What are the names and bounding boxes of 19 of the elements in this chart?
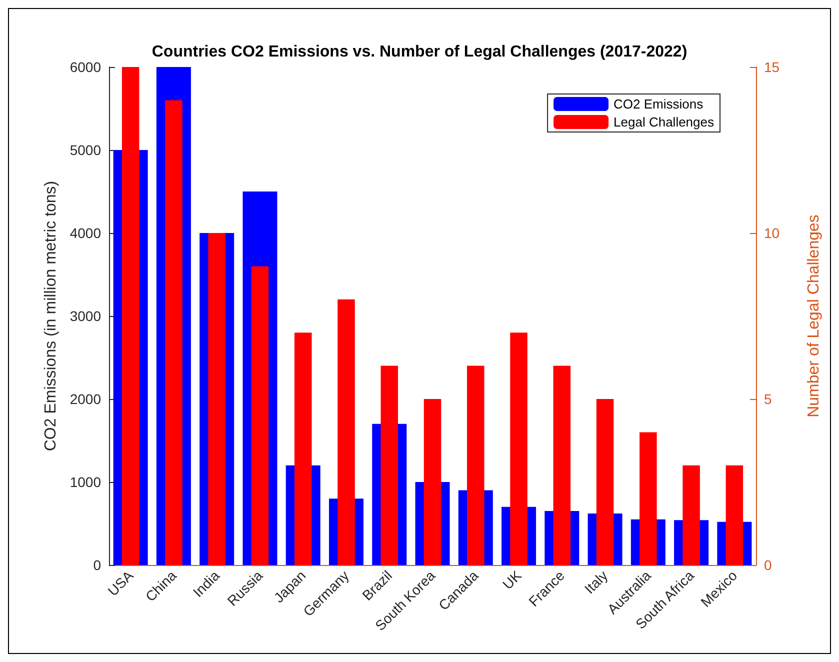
y2-tick-label: 0	[764, 557, 772, 573]
y2-tick-label: 5	[764, 391, 772, 407]
x-tick-label: USA	[104, 566, 137, 599]
y-tick-label: 3000	[70, 308, 102, 324]
y-tick-label: 0	[93, 557, 102, 573]
y-tick-label: 1000	[70, 474, 102, 490]
y-axis-title: CO2 Emissions (in million metric tons)	[42, 180, 60, 452]
y2-tick-label: 10	[764, 225, 780, 241]
legend-label: CO2 Emissions	[614, 96, 704, 112]
legend-label: Legal Challenges	[614, 114, 714, 130]
x-tick-label: UK	[499, 566, 525, 592]
y-tick-label: 5000	[70, 142, 102, 158]
y-tick-label: 4000	[70, 225, 102, 241]
chart-title: Countries CO2 Emissions vs. Number of Legal Challenges (2017-2022)	[152, 44, 688, 60]
y2-tick-label: 15	[764, 59, 780, 75]
y-tick-label: 2000	[70, 391, 102, 407]
y-tick-label: 6000	[70, 59, 102, 75]
x-tick-label: Italy	[581, 567, 611, 597]
y2-axis-title: Number of Legal Challenges	[806, 214, 822, 418]
